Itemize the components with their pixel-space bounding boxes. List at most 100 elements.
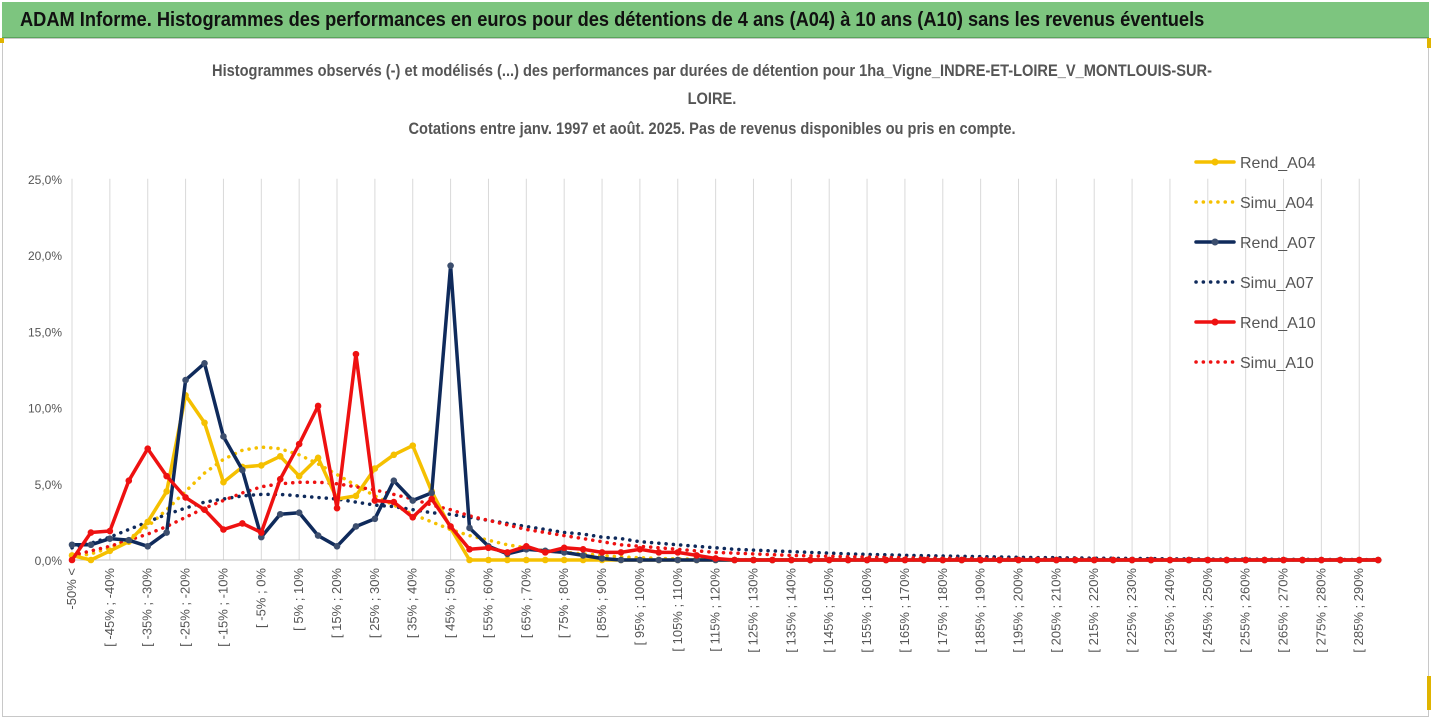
data-point — [655, 556, 663, 564]
legend: Rend_A04 Simu_A04 Rend_A07 Simu_A07 Rend_A10… — [1194, 155, 1316, 372]
data-point — [276, 453, 284, 460]
data-point — [636, 556, 644, 564]
data-point — [1299, 556, 1306, 564]
data-point — [523, 556, 530, 564]
x-tick-label: [ 5% ; 10% — [291, 568, 306, 631]
data-point — [1166, 556, 1174, 564]
x-tick-label: [ 145% ; 150% — [821, 568, 836, 653]
data-point — [163, 472, 170, 480]
grid-lines — [71, 178, 1360, 560]
x-tick-label: [ 155% ; 160% — [859, 568, 874, 653]
data-point — [428, 495, 435, 503]
data-point — [371, 515, 379, 523]
x-tick-label: [ 185% ; 190% — [973, 568, 988, 653]
data-point — [1280, 556, 1287, 564]
data-point — [485, 544, 492, 552]
data-point — [541, 556, 549, 564]
report-header-bar: ADAM Informe. Histogrammes des performan… — [2, 2, 1429, 38]
data-point — [352, 492, 360, 500]
y-tick-label: 5,0% — [35, 478, 63, 492]
data-point — [1374, 556, 1382, 564]
data-point — [863, 556, 871, 564]
data-point — [693, 556, 700, 564]
data-point — [1109, 556, 1117, 564]
data-point — [939, 556, 947, 564]
data-point — [750, 556, 757, 564]
frame-corner-accent — [0, 38, 4, 43]
data-point — [163, 488, 170, 495]
data-point — [144, 542, 152, 550]
chart-title-line-3: Cotations entre janv. 1997 et août. 2025… — [408, 120, 1015, 138]
data-point — [617, 549, 625, 556]
data-point — [598, 555, 606, 562]
data-point — [466, 524, 473, 532]
data-point — [390, 498, 398, 506]
legend-marker — [1211, 158, 1219, 166]
x-tick-label: [ 235% ; 240% — [1162, 568, 1177, 653]
x-tick-label: [ 195% ; 200% — [1011, 568, 1026, 653]
data-point — [882, 556, 890, 564]
data-point — [1261, 556, 1268, 564]
y-tick-label: 20,0% — [28, 249, 62, 263]
x-tick-label: [ 165% ; 170% — [897, 568, 912, 653]
data-point — [144, 518, 152, 526]
report-title: ADAM Informe. Histogrammes des performan… — [20, 8, 1205, 31]
data-point — [371, 497, 379, 504]
data-point — [258, 533, 265, 541]
data-point — [295, 509, 303, 517]
data-point — [220, 526, 227, 533]
x-tick-label: [ 205% ; 210% — [1048, 568, 1063, 653]
chart-title-line-2: LOIRE. — [688, 90, 737, 108]
data-point — [674, 549, 682, 556]
data-point — [1355, 556, 1363, 564]
data-point — [958, 556, 966, 564]
data-point — [314, 454, 322, 462]
legend-label: Rend_A10 — [1240, 315, 1316, 332]
x-tick-label: [ 225% ; 230% — [1124, 568, 1139, 653]
data-point — [1090, 556, 1098, 564]
x-tick-label: [ 135% ; 140% — [783, 568, 798, 653]
data-point — [409, 514, 417, 521]
data-point — [1034, 556, 1041, 564]
data-point — [333, 504, 341, 512]
data-point — [1337, 556, 1344, 564]
series-line-rend_a04 — [70, 393, 1380, 562]
data-point — [352, 350, 360, 358]
data-point — [523, 542, 530, 550]
x-tick-label: [ 105% ; 110% — [670, 568, 685, 652]
data-point — [844, 556, 852, 564]
data-point — [560, 556, 568, 564]
data-point — [182, 376, 189, 384]
data-point — [996, 556, 1003, 564]
data-point — [371, 465, 379, 472]
data-point — [87, 541, 95, 549]
series-lines — [68, 262, 1382, 564]
data-point — [1185, 556, 1193, 564]
data-point — [447, 262, 454, 269]
data-point — [655, 549, 663, 556]
legend-marker — [1211, 238, 1219, 246]
x-tick-label: [ 175% ; 180% — [935, 568, 950, 653]
data-point — [788, 556, 795, 564]
x-tick-label: [ 285% ; 290% — [1351, 568, 1366, 653]
data-point — [428, 489, 435, 497]
data-point — [352, 523, 360, 530]
chart-title: Histogrammes observés (-) et modélisés (… — [212, 62, 1212, 138]
data-point — [920, 556, 928, 564]
data-point — [674, 556, 682, 564]
data-point — [769, 556, 776, 564]
data-point — [1128, 556, 1136, 564]
y-axis: 0,0% 5,0% 10,0% 15,0% 20,0% 25,0% — [28, 173, 62, 568]
data-point — [390, 451, 398, 459]
data-point — [201, 419, 208, 427]
x-tick-label: [ -5% ; 0% — [253, 568, 268, 628]
data-point — [333, 542, 341, 550]
data-point — [106, 547, 114, 555]
x-tick-label: [ -25% ; -20% — [178, 568, 193, 647]
data-point — [87, 529, 95, 536]
data-point — [390, 477, 398, 485]
y-tick-label: 10,0% — [28, 402, 62, 416]
data-point — [295, 440, 303, 448]
data-point — [504, 556, 511, 564]
